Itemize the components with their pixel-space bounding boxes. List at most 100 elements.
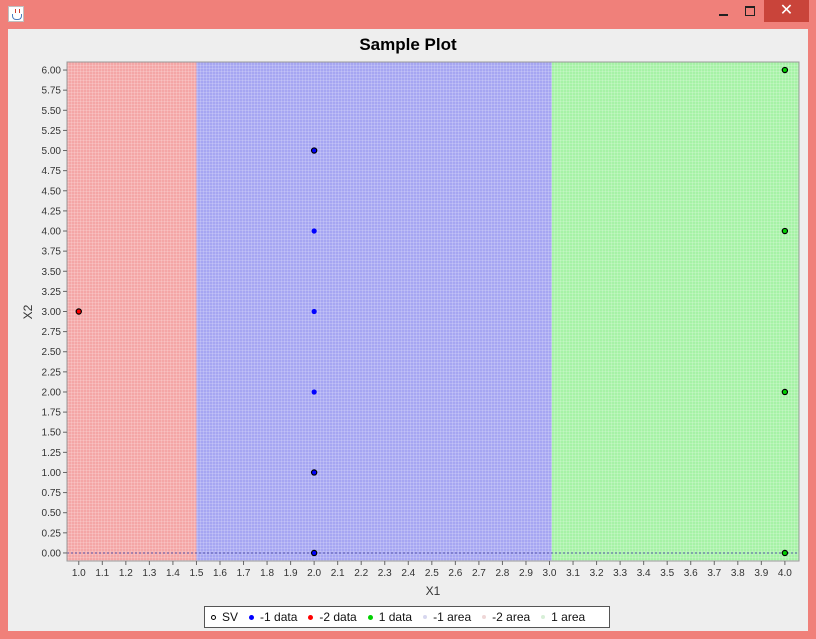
y-tick-label: 2.50 [42,347,62,358]
y-tick-label: 1.25 [42,448,62,459]
x-axis-label: X1 [426,584,441,598]
legend-item: 1 data [367,610,413,624]
y-tick-label: 2.75 [42,327,62,338]
point-1data-3 [311,308,317,315]
x-tick-label: 1.3 [142,568,156,579]
x-tick-label: 2.5 [425,568,439,579]
x-tick-label: 1.5 [190,568,204,579]
point-1data-1 [311,147,317,154]
chart-title: Sample Plot [359,35,457,54]
chart-panel: Sample Plot 1.0 1.1 1.2 1.3 1.4 1.5 1.6 1.7 1.8 1… [8,29,808,631]
legend-label: -2 area [492,610,531,624]
y-tick-label: 0.25 [42,528,62,539]
x-tick-label: 3.9 [754,568,768,579]
point-1data-3 [782,389,788,395]
legend-label: 1 area [551,610,586,624]
y-tick-label: 3.00 [42,307,62,318]
y-tick-label: 0.75 [42,488,62,499]
point-2data-1 [76,308,82,315]
y-tick-label: 0.00 [42,548,62,559]
x-tick-label: 3.0 [543,568,557,579]
point-1data-4 [782,550,788,556]
x-tick-label: 2.6 [448,568,462,579]
y-tick-label: 5.00 [42,146,62,157]
x-tick-label: 3.6 [684,568,698,579]
legend-label: 1 data [378,610,413,624]
x-tick-label: 2.8 [495,568,509,579]
y-tick-label: 5.25 [42,126,62,137]
x-axis: 1.0 1.1 1.2 1.3 1.4 1.5 1.6 1.7 1.8 1.9 2.0 2.1 2.2 2… [72,561,792,579]
y-tick-label: 6.00 [42,66,62,77]
x-tick-label: 2.7 [472,568,486,579]
x-tick-label: 3.8 [731,568,745,579]
x-tick-label: 1.9 [284,568,298,579]
sv-point-7 [781,549,789,557]
y-tick-label: 5.75 [42,86,62,97]
scatter-chart: Sample Plot 1.0 1.1 1.2 1.3 1.4 1.5 1.6 1.7 1.8 1… [21,35,800,598]
x-tick-label: 3.4 [637,568,651,579]
x-tick-label: 3.7 [707,568,721,579]
maximize-button[interactable] [737,0,764,22]
x-tick-label: 2.1 [331,568,345,579]
y-tick-label: 3.25 [42,287,62,298]
legend-item: -1 area [423,610,471,624]
x-tick-label: 3.5 [660,568,674,579]
close-icon: ✕ [779,2,794,19]
legend-label: SV [222,610,239,624]
y-tick-label: 4.00 [42,227,62,238]
y-tick-label: 0.50 [42,508,62,519]
sv-point-8 [75,308,82,315]
legend-item: -1 data [249,610,297,624]
y-tick-label: 1.75 [42,408,62,419]
legend-item: 1 area [541,610,585,624]
title-bar[interactable]: ✕ [0,0,816,29]
point-1data-2 [782,228,788,234]
x-tick-label: 3.2 [590,568,604,579]
x-tick-label: 2.9 [519,568,533,579]
x-tick-label: 2.2 [354,568,368,579]
y-tick-label: 5.50 [42,106,62,117]
y-tick-label: 2.25 [42,367,62,378]
x-tick-label: 1.0 [72,568,86,579]
chart-legend: SV -1 data -2 data 1 data -1 area -2 area 1 ar… [204,606,610,628]
x-tick-label: 1.1 [95,568,109,579]
close-button[interactable]: ✕ [764,0,809,22]
y-tick-label: 3.50 [42,267,62,278]
y-tick-label: 1.50 [42,428,62,439]
grid-overlay [67,62,799,561]
x-tick-label: 3.3 [613,568,627,579]
y-tick-label: 4.75 [42,166,62,177]
x-tick-label: 1.4 [166,568,180,579]
y-axis: 0.00 0.25 0.50 0.75 1.00 1.25 1.50 1.75 2.00 2.25… [42,66,67,559]
sv-point-2 [310,469,318,476]
x-tick-label: 4.0 [778,568,792,579]
point-1data-6 [311,550,317,556]
legend-marker-icon [308,614,314,620]
point-1data-2 [311,228,317,234]
legend-item: -2 area [482,610,530,624]
y-tick-label: 1.00 [42,468,62,479]
x-tick-label: 1.8 [260,568,274,579]
minimize-button[interactable] [709,0,737,22]
legend-label: -1 data [260,610,298,624]
y-tick-label: 4.25 [42,206,62,217]
legend-label: -1 area [433,610,472,624]
legend-marker-icon [423,615,428,619]
point-1data-1 [782,67,788,73]
legend-marker-icon [541,615,546,619]
y-axis-label: X2 [21,304,35,319]
sv-point-1 [310,147,318,154]
sv-point-6 [781,388,789,396]
x-tick-label: 1.7 [237,568,251,579]
legend-marker-icon [249,614,255,620]
point-1data-4 [311,389,317,395]
legend-marker-icon [211,614,216,620]
x-tick-label: 3.1 [566,568,580,579]
java-icon[interactable] [8,6,24,22]
x-tick-label: 2.3 [378,568,392,579]
y-tick-label: 3.75 [42,247,62,258]
legend-item: SV [211,610,238,624]
sv-point-4 [781,66,789,74]
y-tick-label: 4.50 [42,186,62,197]
